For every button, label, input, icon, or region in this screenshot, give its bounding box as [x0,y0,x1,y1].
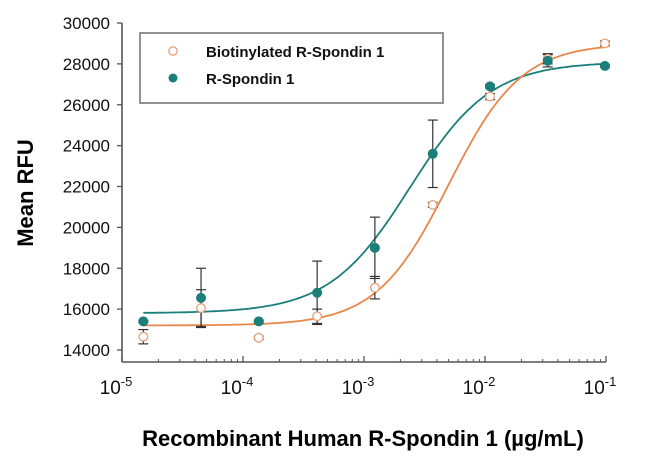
y-tick-label: 20000 [63,218,110,237]
data-point-biotinylated [599,38,610,49]
data-point-biotinylated [138,331,149,342]
y-tick-label: 14000 [63,341,110,360]
legend-marker-rspondin [168,73,178,83]
x-tick-label: 10-4 [221,374,254,399]
x-tick-label: 10-2 [463,374,496,399]
y-tick-label: 26000 [63,96,110,115]
y-tick-label: 24000 [63,137,110,156]
data-point-rspondin [196,292,207,303]
fit-curve-r-spondin-1 [143,62,605,314]
y-tick-label: 16000 [63,300,110,319]
data-point-rspondin [369,242,380,253]
legend-marker-biotinylated [168,46,178,56]
fit-curves [143,46,605,327]
legend-box [139,32,444,104]
y-tick-label: 18000 [63,259,110,278]
legend: Biotinylated R-Spondin 1 R-Spondin 1 [139,32,444,104]
y-tick-label: 30000 [63,14,110,33]
x-axis-ticks: 10-5 10-4 10-3 10-2 10-1 [100,356,617,399]
y-axis-title: Mean RFU [13,139,38,247]
data-point-rspondin [599,60,610,71]
y-axis-ticks: 14000 16000 18000 20000 22000 24000 26000 28000… [63,14,122,360]
y-tick-label: 28000 [63,55,110,74]
data-point-rspondin [542,55,553,66]
data-point-rspondin [312,287,323,298]
data-point-rspondin [253,316,264,327]
data-point-rspondin [485,81,496,92]
data-point-biotinylated [312,311,323,322]
data-point-rspondin [138,316,149,327]
data-point-biotinylated [369,282,380,293]
legend-label-rspondin: R-Spondin 1 [206,71,294,88]
x-tick-label: 10-5 [100,374,133,399]
data-point-biotinylated [196,303,206,314]
data-point-biotinylated [485,91,495,102]
y-tick-label: 22000 [63,178,110,197]
legend-label-biotinylated: Biotinylated R-Spondin 1 [206,44,384,61]
fit-curve-biotinylated-r-spondin-1 [143,46,605,327]
data-points [138,38,610,343]
x-axis-title: Recombinant Human R-Spondin 1 (µg/mL) [142,426,584,451]
data-point-biotinylated [253,332,264,343]
x-tick-label: 10-3 [342,374,375,399]
x-tick-label: 10-1 [584,374,617,399]
data-point-rspondin [427,148,438,159]
data-point-biotinylated [427,199,438,210]
